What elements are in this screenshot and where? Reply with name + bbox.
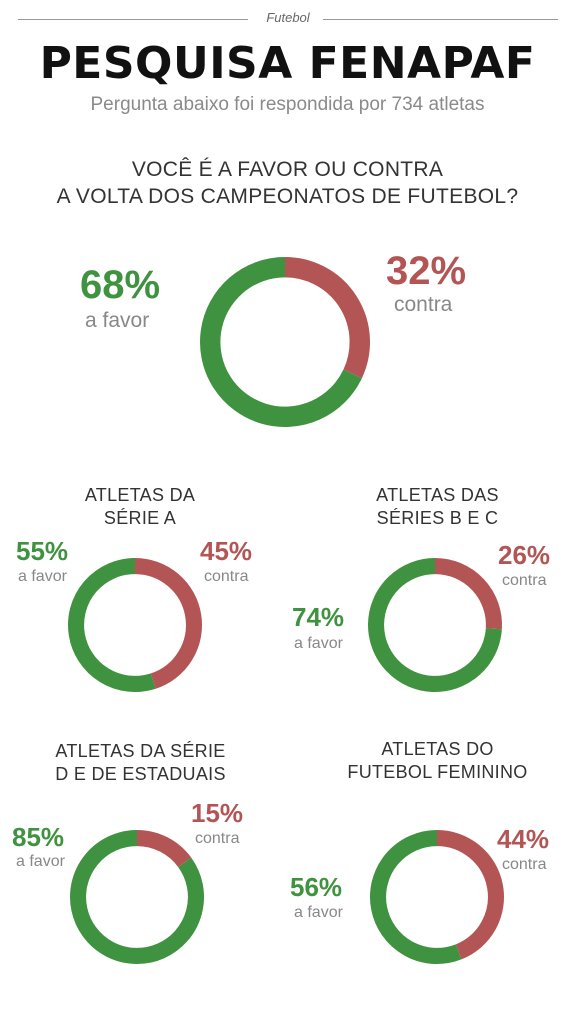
futebol-feminino-contra-label: contra bbox=[502, 856, 547, 873]
serie-d-estaduais-contra-slice bbox=[136, 830, 192, 868]
series-b-c-title: ATLETAS DAS SÉRIES B E C bbox=[355, 484, 520, 530]
kicker-label: Futebol bbox=[266, 10, 310, 25]
series-b-c-title-line-1: ATLETAS DAS bbox=[376, 485, 499, 505]
kicker-row: Futebol bbox=[18, 10, 558, 30]
series-b-c-contra-slice bbox=[434, 558, 502, 630]
serie-d-estaduais-favor-slice bbox=[70, 830, 204, 964]
series-b-c-favor-percent: 74% bbox=[292, 602, 345, 632]
main-contra-slice bbox=[284, 257, 370, 379]
question-line-2: A VOLTA DOS CAMPEONATOS DE FUTEBOL? bbox=[56, 185, 519, 208]
serie-d-estaduais-favor-percent: 85% bbox=[12, 822, 65, 852]
question-line-1: VOCÊ É A FAVOR OU CONTRA bbox=[131, 158, 444, 181]
series-b-c-donut-chart bbox=[368, 558, 502, 692]
serie-d-estaduais-title-line-1: ATLETAS DA SÉRIE bbox=[55, 741, 226, 761]
serie-d-estaduais-title-line-2: D E DE ESTADUAIS bbox=[55, 764, 226, 784]
series-b-c-contra-label: contra bbox=[502, 572, 547, 589]
page-title: PESQUISA FENAPAF bbox=[39, 38, 536, 89]
main-favor-percent: 68% bbox=[80, 263, 161, 307]
serie-a-title-line-1: ATLETAS DA bbox=[84, 485, 196, 505]
futebol-feminino-title-line-2: FUTEBOL FEMININO bbox=[347, 762, 528, 782]
serie-a-contra-label: contra bbox=[204, 568, 249, 585]
futebol-feminino-favor-label: a favor bbox=[294, 904, 343, 921]
serie-a-contra-slice bbox=[134, 558, 202, 689]
futebol-feminino-donut-chart bbox=[370, 830, 504, 964]
series-b-c-title-line-2: SÉRIES B E C bbox=[376, 508, 499, 528]
futebol-feminino-title: ATLETAS DO FUTEBOL FEMININO bbox=[340, 738, 535, 784]
page-subtitle: Pergunta abaixo foi respondida por 734 a… bbox=[90, 94, 485, 115]
kicker-divider-right bbox=[323, 19, 558, 20]
futebol-feminino-favor-percent: 56% bbox=[290, 872, 343, 902]
serie-a-favor-percent: 55% bbox=[16, 536, 69, 566]
serie-d-estaduais-title: ATLETAS DA SÉRIE D E DE ESTADUAIS bbox=[48, 740, 233, 786]
serie-a-favor-label: a favor bbox=[18, 568, 67, 585]
futebol-feminino-favor-slice bbox=[370, 830, 462, 964]
main-favor-label: a favor bbox=[85, 309, 150, 332]
series-b-c-contra-percent: 26% bbox=[498, 540, 551, 570]
main-donut-chart bbox=[200, 257, 370, 427]
futebol-feminino-contra-slice bbox=[436, 830, 504, 960]
serie-a-contra-percent: 45% bbox=[200, 536, 253, 566]
main-contra-percent: 32% bbox=[386, 249, 467, 293]
series-b-c-favor-slice bbox=[368, 558, 502, 692]
serie-a-title: ATLETAS DA SÉRIE A bbox=[60, 484, 220, 530]
futebol-feminino-contra-percent: 44% bbox=[497, 824, 550, 854]
main-favor-slice bbox=[200, 257, 362, 427]
serie-d-estaduais-donut-chart bbox=[70, 830, 204, 964]
serie-d-estaduais-contra-label: contra bbox=[195, 830, 240, 847]
kicker-divider-left bbox=[18, 19, 248, 20]
serie-a-title-line-2: SÉRIE A bbox=[103, 508, 177, 528]
main-contra-label: contra bbox=[394, 293, 453, 316]
serie-a-favor-slice bbox=[68, 558, 156, 692]
serie-d-estaduais-contra-percent: 15% bbox=[191, 798, 244, 828]
series-b-c-favor-label: a favor bbox=[294, 635, 343, 652]
serie-d-estaduais-favor-label: a favor bbox=[16, 853, 65, 870]
futebol-feminino-title-line-1: ATLETAS DO bbox=[381, 739, 494, 759]
serie-a-donut-chart bbox=[68, 558, 202, 692]
survey-question: VOCÊ É A FAVOR OU CONTRA A VOLTA DOS CAM… bbox=[0, 156, 575, 210]
